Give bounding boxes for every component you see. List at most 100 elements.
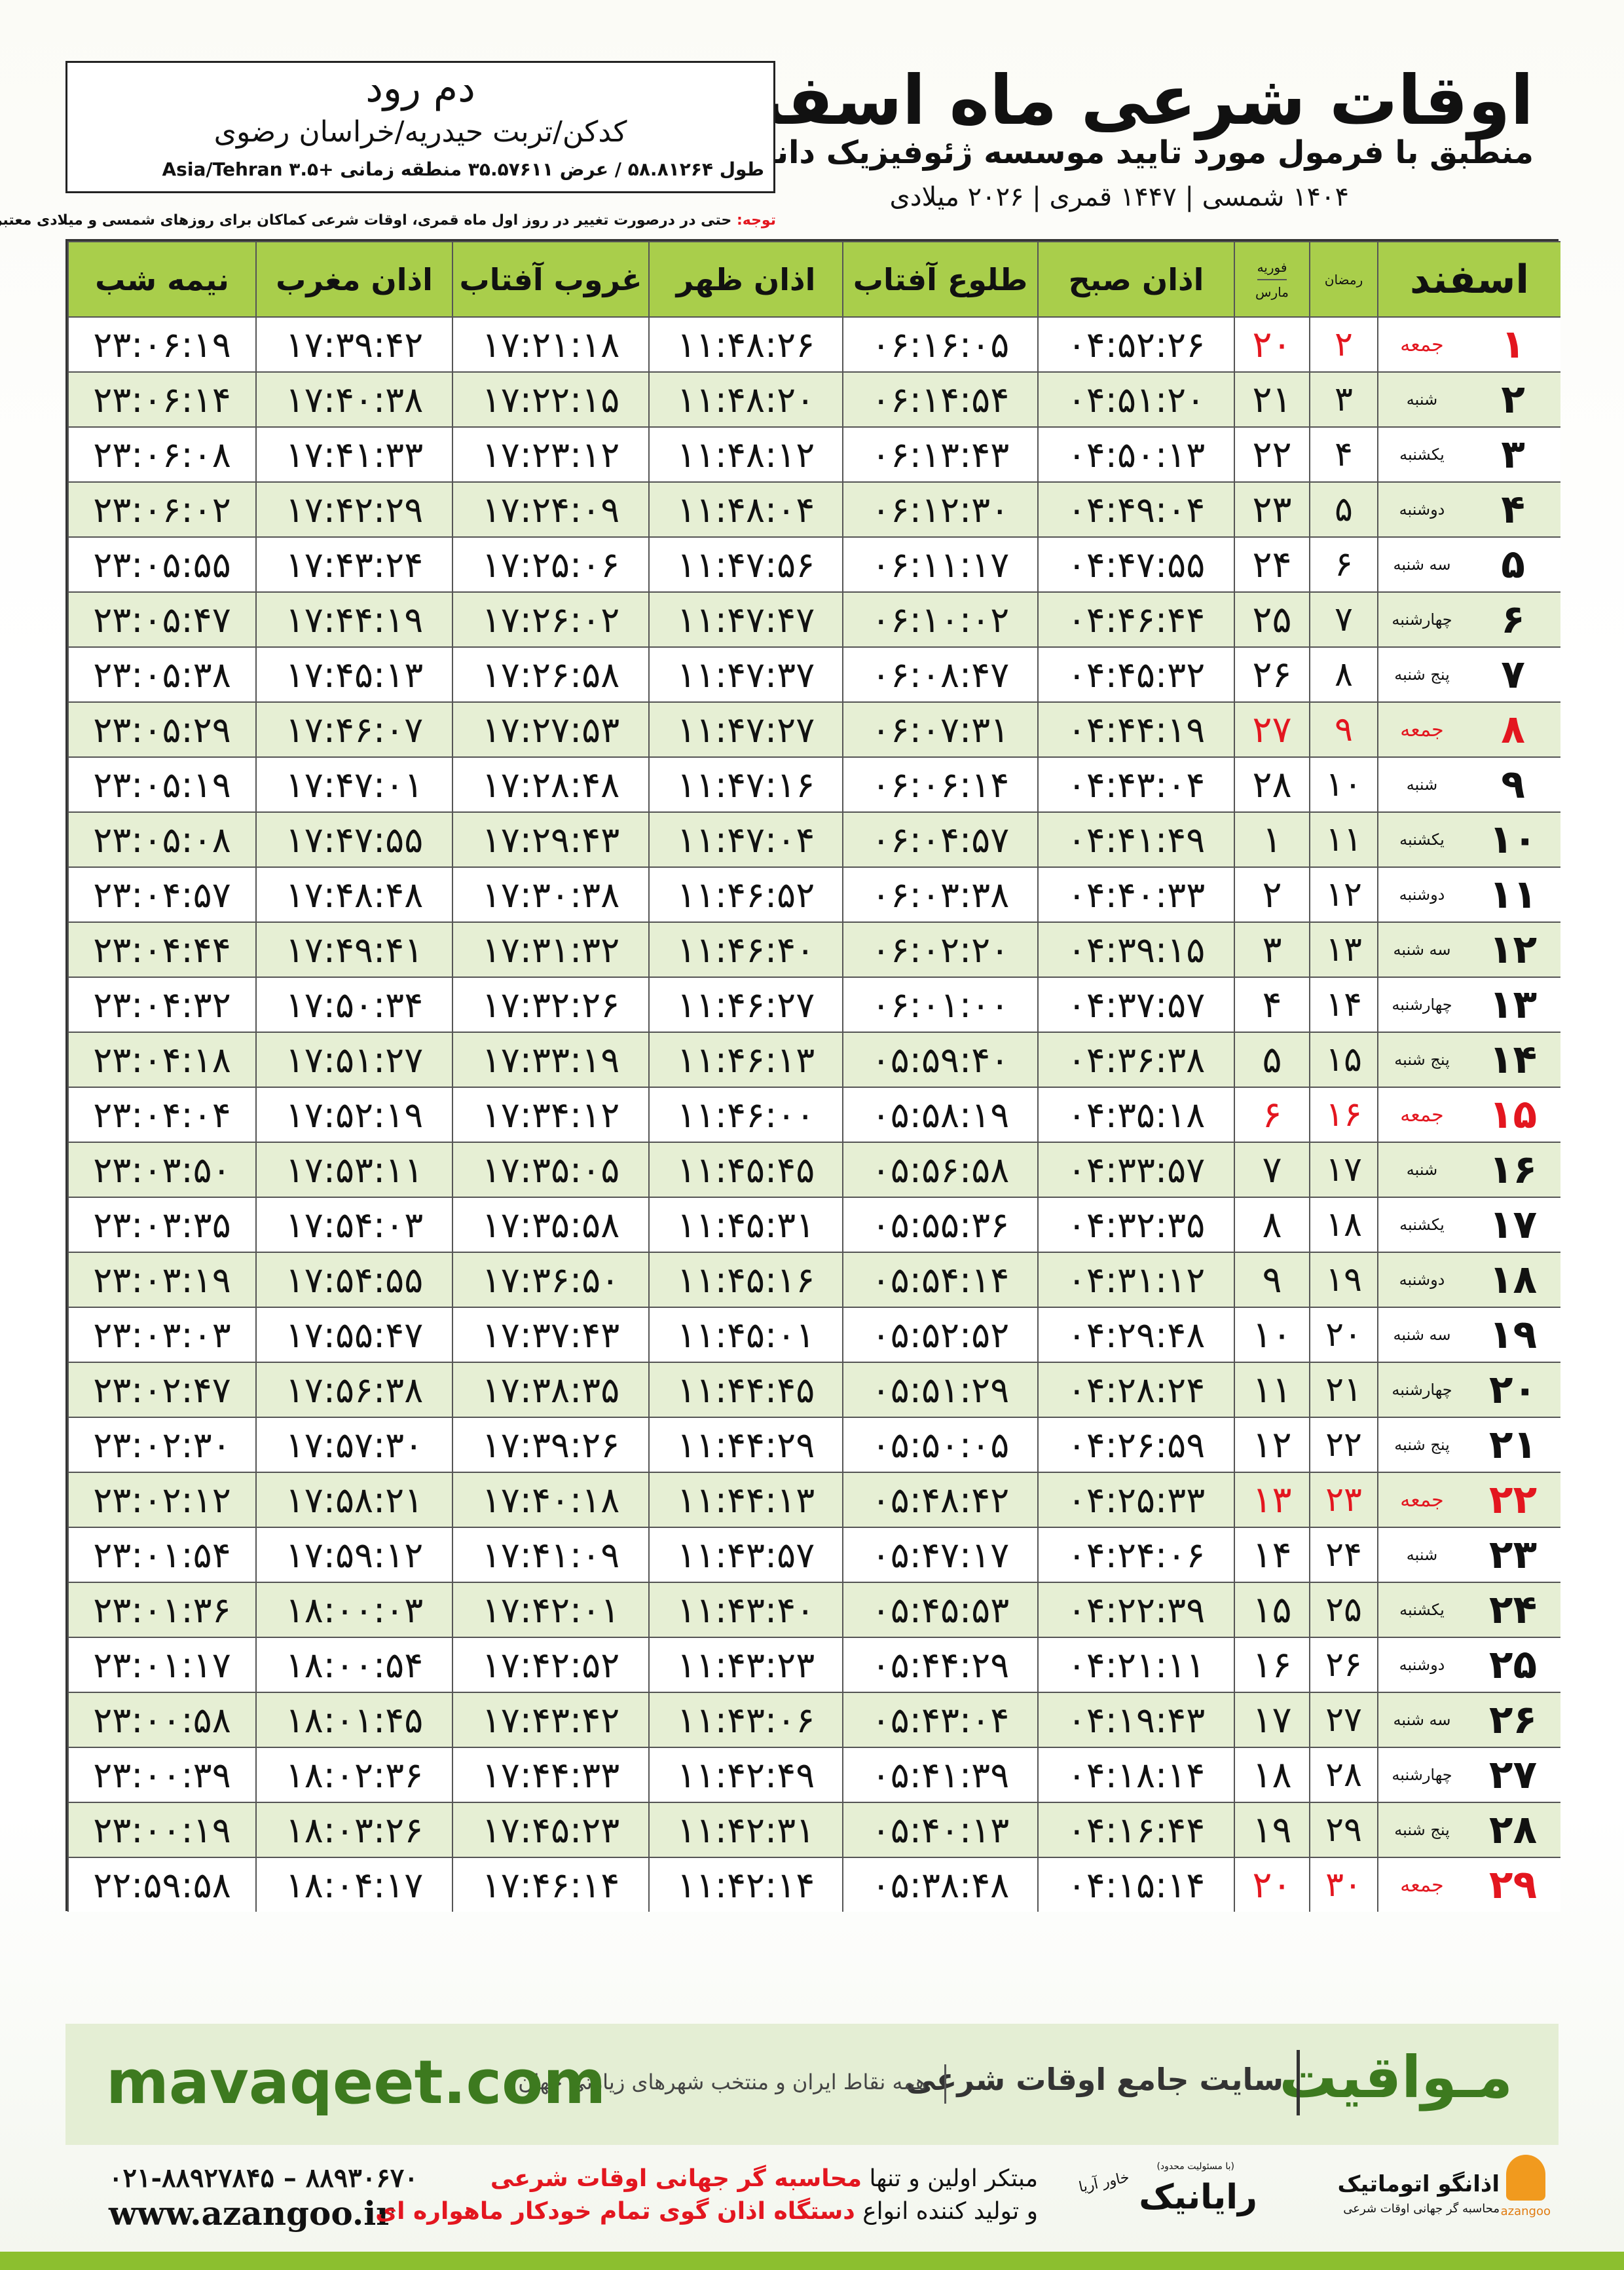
time: ۰۴:۲۶:۵۹ [1037,1417,1234,1472]
time: ۲۳:۰۳:۰۳ [67,1307,255,1362]
gregorian-day: ۲۳ [1234,481,1309,536]
time: ۱۱:۴۷:۰۴ [648,811,842,866]
time: ۱۸:۰۱:۴۵ [255,1692,452,1747]
gregorian-day: ۱۹ [1234,1802,1309,1857]
time: ۱۱:۴۶:۱۳ [648,1032,842,1087]
time: ۱۷:۵۰:۳۴ [255,977,452,1032]
time: ۱۱:۴۸:۱۲ [648,426,842,481]
time: ۱۷:۳۷:۴۳ [452,1307,648,1362]
day: ۲ [1466,371,1560,426]
time: ۰۶:۱۴:۵۴ [842,371,1037,426]
gregorian-day: ۸ [1234,1197,1309,1252]
time: ۰۴:۱۸:۱۴ [1037,1747,1234,1802]
time: ۰۶:۱۲:۳۰ [842,481,1037,536]
time: ۱۱:۴۶:۴۰ [648,921,842,977]
time: ۱۷:۴۸:۴۸ [255,866,452,921]
time: ۱۷:۳۳:۱۹ [452,1032,648,1087]
location-path: کدکن/تربت حیدریه/خراسان رضوی [213,115,627,149]
logo-sub: خاور آریا [1077,2169,1131,2196]
time: ۲۳:۰۴:۴۴ [67,921,255,977]
time: ۰۶:۰۸:۴۷ [842,646,1037,701]
divider [1297,2050,1300,2115]
time: ۰۶:۱۶:۰۵ [842,316,1037,371]
weekday: جمعه [1377,1857,1466,1912]
time: ۱۷:۳۹:۴۲ [255,316,452,371]
time: ۱۷:۵۲:۱۹ [255,1087,452,1142]
header-cell: طلوع آفتاب [842,241,1037,316]
time: ۱۷:۲۲:۱۵ [452,371,648,426]
tagline: سایت جامع اوقات شرعی [906,2062,1283,2097]
gregorian-day: ۹ [1234,1252,1309,1307]
day: ۲۳ [1466,1527,1560,1582]
lunar-day: ۲۹ [1309,1802,1377,1857]
day: ۸ [1466,701,1560,756]
time: ۱۱:۴۵:۴۵ [648,1142,842,1197]
day: ۲۹ [1466,1857,1560,1912]
lunar-day: ۱۵ [1309,1032,1377,1087]
time: ۱۷:۴۰:۳۸ [255,371,452,426]
day: ۳ [1466,426,1560,481]
day: ۲۲ [1466,1472,1560,1527]
day: ۱۶ [1466,1142,1560,1197]
weekday: جمعه [1377,1472,1466,1527]
time: ۲۳:۰۰:۳۹ [67,1747,255,1802]
time: ۰۴:۴۴:۱۹ [1037,701,1234,756]
time: ۱۷:۵۷:۳۰ [255,1417,452,1472]
gregorian-day: ۵ [1234,1032,1309,1087]
weekday: شنبه [1377,371,1466,426]
time: ۰۴:۱۶:۴۴ [1037,1802,1234,1857]
lunar-day: ۲۳ [1309,1472,1377,1527]
weekday: یکشنبه [1377,426,1466,481]
time: ۱۷:۲۳:۱۲ [452,426,648,481]
time: ۰۴:۳۶:۳۸ [1037,1032,1234,1087]
time: ۱۱:۴۶:۵۲ [648,866,842,921]
weekday: دوشنبه [1377,1252,1466,1307]
time: ۰۴:۱۵:۱۴ [1037,1857,1234,1912]
time: ۰۶:۰۴:۵۷ [842,811,1037,866]
time: ۰۶:۰۷:۳۱ [842,701,1037,756]
time: ۰۵:۵۰:۰۵ [842,1417,1037,1472]
day: ۹ [1466,756,1560,811]
time: ۰۴:۱۹:۴۳ [1037,1692,1234,1747]
time: ۱۷:۳۲:۲۶ [452,977,648,1032]
time: ۱۷:۵۸:۲۱ [255,1472,452,1527]
gregorian-day: ۱۶ [1234,1637,1309,1692]
weekday: دوشنبه [1377,481,1466,536]
time: ۱۱:۴۳:۴۰ [648,1582,842,1637]
lunar-day: ۱۰ [1309,756,1377,811]
time: ۲۳:۰۴:۱۸ [67,1032,255,1087]
weekday: سه شنبه [1377,921,1466,977]
time: ۱۱:۴۷:۵۶ [648,536,842,591]
gregorian-day: ۱۸ [1234,1747,1309,1802]
weekday: چهارشنبه [1377,1747,1466,1802]
lunar-day: ۲۱ [1309,1362,1377,1417]
time: ۱۷:۳۸:۳۵ [452,1362,648,1417]
gregorian-day: ۷ [1234,1142,1309,1197]
time: ۰۴:۴۱:۴۹ [1037,811,1234,866]
day: ۱۵ [1466,1087,1560,1142]
time: ۲۲:۵۹:۵۸ [67,1857,255,1912]
lunar-day: ۱۳ [1309,921,1377,977]
weekday: سه شنبه [1377,536,1466,591]
time: ۰۵:۵۴:۱۴ [842,1252,1037,1307]
time: ۱۱:۴۳:۵۷ [648,1527,842,1582]
header-cell: اذان مغرب [255,241,452,316]
time: ۱۷:۴۹:۴۱ [255,921,452,977]
location-name: دم رود [365,65,475,111]
time: ۱۷:۴۶:۰۷ [255,701,452,756]
footer-line: مبتکر اولین و تنها محاسبه گر جهانی اوقات… [490,2165,1038,2192]
time: ۰۵:۴۰:۱۳ [842,1802,1037,1857]
time: ۰۵:۳۸:۴۸ [842,1857,1037,1912]
time: ۲۳:۰۲:۴۷ [67,1362,255,1417]
time: ۱۷:۵۴:۰۳ [255,1197,452,1252]
time: ۲۳:۰۰:۱۹ [67,1802,255,1857]
weekday: یکشنبه [1377,1582,1466,1637]
gregorian-day: ۱۷ [1234,1692,1309,1747]
time: ۱۱:۴۷:۲۷ [648,701,842,756]
time: ۰۴:۴۶:۴۴ [1037,591,1234,646]
weekday: سه شنبه [1377,1307,1466,1362]
time: ۰۶:۰۲:۲۰ [842,921,1037,977]
gregorian-day: ۱ [1234,811,1309,866]
time: ۱۷:۴۵:۲۳ [452,1802,648,1857]
